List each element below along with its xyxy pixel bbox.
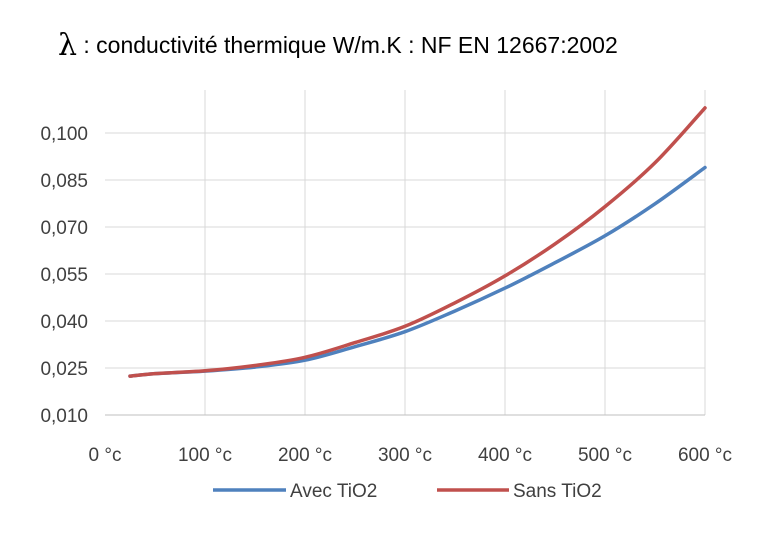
axes: 0,010 0,025 0,040 0,055 0,070 0,085 0,100 0 °c 1… (40, 124, 732, 466)
x-tick-label: 0 °c (89, 445, 122, 466)
x-tick-label: 200 °c (278, 445, 332, 466)
y-tick-label: 0,025 (40, 359, 88, 380)
legend-label: Sans TiO2 (513, 481, 602, 502)
x-tick-label: 400 °c (478, 445, 532, 466)
grid (105, 90, 706, 416)
x-tick-label: 600 °c (678, 445, 732, 466)
legend: Avec TiO2 Sans TiO2 (213, 481, 602, 502)
y-tick-label: 0,070 (40, 218, 88, 239)
series-line-avec-tio2 (128, 165, 707, 378)
lambda-symbol: λ (58, 28, 78, 63)
x-tick-label: 100 °c (178, 445, 232, 466)
series-lines (128, 106, 707, 378)
title-text: : conductivité thermique W/m.K : NF EN 1… (77, 32, 618, 58)
y-tick-label: 0,040 (40, 312, 88, 333)
x-tick-label: 500 °c (578, 445, 632, 466)
y-tick-label: 0,100 (40, 124, 88, 145)
y-tick-label: 0,085 (40, 171, 88, 192)
legend-label: Avec TiO2 (290, 481, 377, 502)
series-line-sans-tio2 (128, 106, 707, 378)
x-tick-label: 300 °c (378, 445, 432, 466)
y-tick-label: 0,010 (40, 406, 88, 427)
y-tick-label: 0,055 (40, 265, 88, 286)
chart-title: λ : conductivité thermique W/m.K : NF EN… (58, 28, 618, 63)
